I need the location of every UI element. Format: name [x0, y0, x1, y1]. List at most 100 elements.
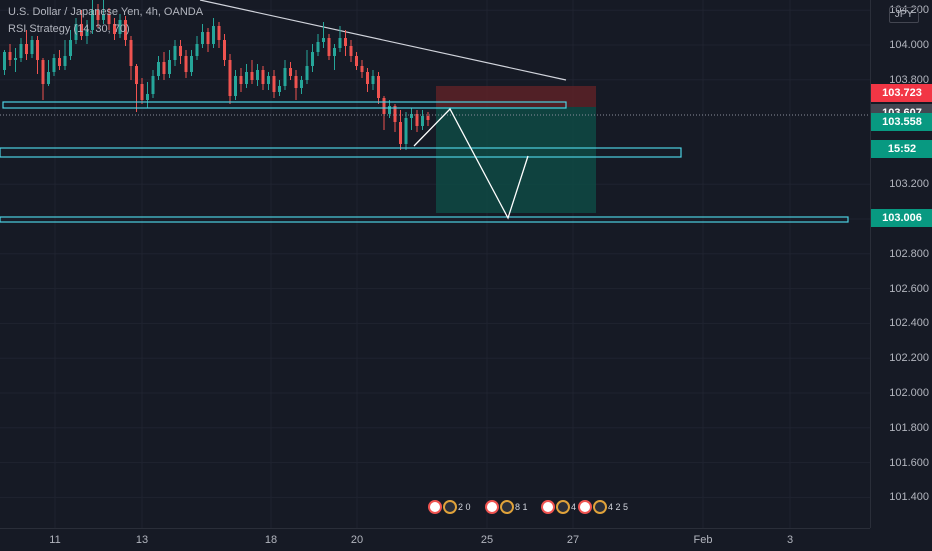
price-plot[interactable] [0, 0, 870, 528]
price-tag: 103.558 [871, 112, 932, 131]
candle-body [355, 56, 358, 66]
support-zone-2[interactable] [0, 216, 849, 223]
price-tag: 103.723 [871, 84, 932, 103]
price-tick-label: 101.400 [889, 491, 929, 504]
candle-body [250, 72, 254, 80]
candle-body [245, 72, 248, 84]
event-count: 2 0 [458, 502, 471, 512]
event-count: 4 2 5 [608, 502, 629, 512]
price-tick-label: 101.600 [889, 456, 929, 469]
candle-body [52, 58, 56, 72]
take-profit-zone[interactable] [436, 107, 596, 213]
candle-body [349, 46, 353, 56]
candle-body [190, 56, 193, 72]
candle-body [360, 66, 364, 72]
economic-event-marker[interactable]: 2 0 [428, 498, 471, 516]
economic-event-marker[interactable]: 8 1 [485, 498, 528, 516]
projection-path[interactable] [413, 107, 529, 220]
time-tick-label: 11 [49, 534, 61, 546]
us-flag-icon [500, 500, 514, 514]
candle-body [294, 76, 298, 88]
candle-body [322, 38, 325, 42]
candle-body [333, 48, 336, 56]
time-tick-label: 25 [480, 534, 494, 546]
economic-event-marker[interactable]: 4 2 5 [578, 498, 628, 516]
candle-body [223, 40, 226, 60]
economic-event-marker[interactable]: 4 3 [541, 498, 584, 516]
candle-body [256, 70, 259, 80]
candle-body [316, 42, 320, 52]
price-tick-label: 102.800 [889, 247, 929, 260]
candle-body [80, 24, 83, 36]
candle-body [212, 26, 215, 44]
candle-body [410, 114, 413, 118]
candle-body [399, 122, 402, 144]
price-tag: 15:52 [871, 140, 932, 159]
candlestick-series [3, 0, 430, 150]
candle-body [217, 26, 221, 40]
candle-body [228, 60, 232, 96]
candle-body [146, 94, 149, 100]
candle-body [91, 10, 94, 30]
candle-body [234, 76, 237, 96]
price-tag: 103.006 [871, 208, 932, 227]
time-axis[interactable]: 11 13 18 20 25 27 Feb 3 [0, 528, 870, 551]
currency-badge[interactable]: JPY [889, 7, 919, 23]
candle-body [311, 52, 314, 66]
time-tick-label: 27 [566, 534, 580, 546]
resistance-zone[interactable] [2, 101, 567, 109]
candle-body [421, 116, 424, 126]
candle-body [58, 58, 61, 66]
candle-body [305, 66, 309, 80]
candle-body [195, 44, 199, 56]
candle-body [371, 76, 375, 84]
strategy-legend[interactable]: RSI Strategy (14, 30, 70) [8, 23, 130, 35]
time-tick-label: Feb [693, 534, 713, 546]
candle-body [272, 76, 276, 92]
candle-body [377, 76, 380, 98]
candle-body [382, 98, 386, 114]
candle-body [8, 52, 12, 60]
time-tick-label: 3 [786, 534, 794, 546]
candle-body [14, 58, 17, 60]
candle-body [135, 66, 138, 84]
candle-body [366, 72, 369, 84]
stop-loss-zone[interactable] [436, 86, 596, 107]
candle-body [415, 114, 419, 126]
candle-body [267, 76, 270, 84]
candle-body [162, 62, 166, 74]
candle-body [102, 14, 105, 20]
candle-body [300, 80, 303, 88]
price-axis[interactable]: 104.400104.200104.000103.800103.200103.0… [870, 0, 932, 528]
candle-body [393, 106, 397, 122]
time-tick-label: 13 [135, 534, 149, 546]
grid-lines [0, 0, 870, 528]
candle-body [338, 38, 342, 48]
candle-body [151, 76, 155, 94]
candle-body [168, 60, 171, 74]
support-zone-1[interactable] [0, 147, 682, 158]
candle-body [124, 20, 127, 40]
candle-body [129, 40, 133, 66]
candle-body [206, 32, 210, 44]
price-tick-label: 102.400 [889, 317, 929, 330]
candle-body [261, 70, 265, 84]
candle-body [3, 52, 6, 70]
event-count: 8 1 [515, 502, 528, 512]
descending-trend-line[interactable] [199, 0, 567, 81]
symbol-legend[interactable]: U.S. Dollar / Japanese Yen, 4h, OANDA [8, 6, 204, 18]
candle-body [426, 116, 430, 120]
candle-body [107, 14, 111, 24]
candle-body [157, 62, 160, 76]
candle-body [140, 84, 144, 100]
candle-body [184, 56, 188, 72]
flag-icon [578, 500, 592, 514]
candle-body [30, 40, 34, 54]
price-tick-label: 103.800 [889, 73, 929, 86]
candle-body [327, 38, 331, 56]
flag-icon [485, 500, 499, 514]
candle-body [283, 68, 287, 86]
candle-body [344, 38, 347, 46]
flag-icon [428, 500, 442, 514]
